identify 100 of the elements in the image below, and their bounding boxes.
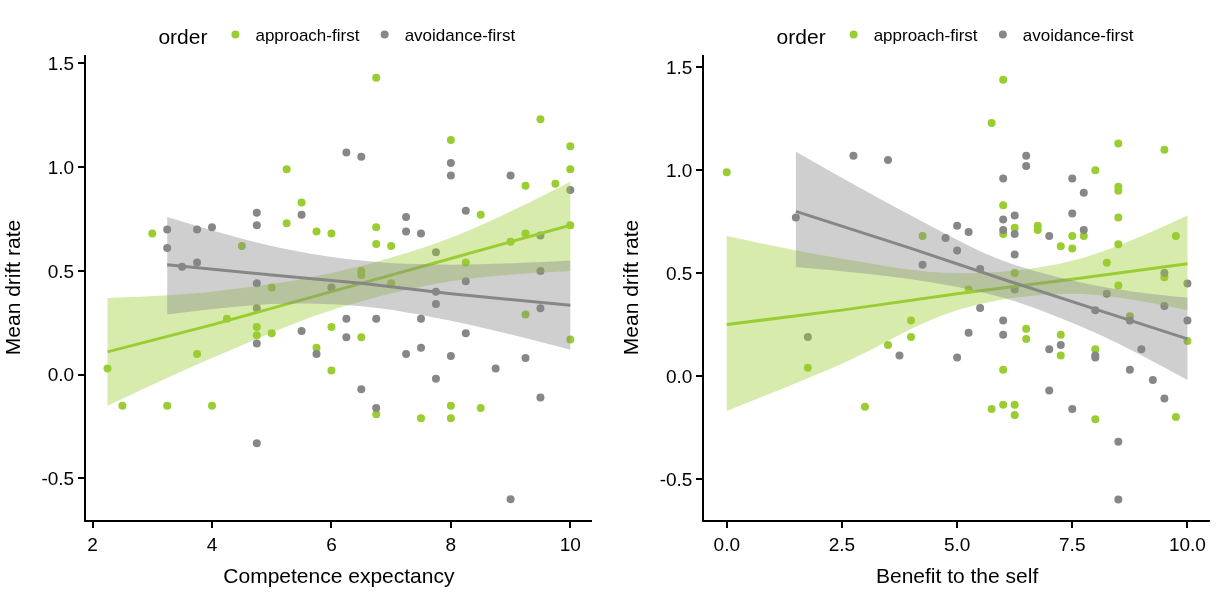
point — [999, 225, 1008, 234]
point — [446, 352, 455, 360]
point — [357, 385, 366, 394]
y-tick-label: 1.0 — [47, 156, 75, 178]
line-series — [725, 262, 1189, 327]
point — [521, 181, 530, 190]
point — [1171, 232, 1180, 241]
x-tick-label: 10.0 — [1168, 533, 1206, 555]
point — [976, 304, 985, 313]
point — [536, 393, 545, 402]
y-tick-label: -0.5 — [659, 468, 693, 490]
point — [252, 304, 261, 313]
point — [461, 258, 470, 267]
point — [791, 213, 800, 222]
point — [953, 246, 962, 255]
point — [193, 258, 202, 267]
x-axis-title: Competence expectancy — [223, 564, 455, 588]
point — [417, 229, 426, 238]
point — [461, 206, 470, 215]
point — [999, 400, 1008, 409]
point — [252, 322, 261, 331]
point — [267, 329, 276, 338]
legend-label: avoidance-first — [1022, 26, 1134, 46]
point — [342, 333, 351, 342]
point — [446, 401, 455, 410]
point — [446, 414, 455, 423]
point — [1068, 404, 1077, 413]
point — [999, 174, 1008, 183]
point — [402, 212, 411, 221]
point — [372, 223, 381, 232]
x-tick-label: 10 — [559, 533, 581, 555]
point — [1010, 230, 1019, 238]
x-tick-label: 8 — [445, 533, 457, 555]
point — [1160, 269, 1169, 278]
point — [297, 327, 306, 336]
point — [566, 165, 575, 174]
point — [999, 365, 1008, 374]
point — [267, 283, 276, 292]
point — [803, 363, 812, 372]
point — [491, 364, 500, 373]
point — [163, 401, 172, 410]
legend-label: approach-first — [873, 26, 978, 46]
point — [282, 219, 291, 228]
point — [193, 349, 202, 358]
point — [803, 332, 812, 341]
y-axis-title: Mean drift rate — [1, 219, 25, 356]
legend-title: order — [776, 25, 826, 49]
point — [417, 414, 426, 423]
point — [551, 179, 560, 188]
point — [193, 225, 202, 234]
legend-label: avoidance-first — [404, 26, 516, 46]
point — [1102, 289, 1111, 298]
point — [506, 171, 515, 180]
point — [907, 332, 916, 341]
point — [446, 136, 455, 145]
point — [506, 495, 515, 504]
x-tick-label: 5.0 — [943, 533, 971, 555]
point — [476, 403, 485, 412]
point — [1160, 394, 1169, 403]
point — [1137, 345, 1146, 354]
point — [372, 314, 381, 323]
point — [918, 232, 927, 241]
point — [327, 229, 336, 238]
point — [987, 404, 996, 413]
point — [999, 215, 1008, 224]
point — [1183, 279, 1192, 288]
y-tick-label: 1.0 — [665, 159, 693, 181]
point — [1160, 302, 1169, 311]
point — [860, 402, 869, 411]
point — [1091, 166, 1100, 175]
point — [521, 354, 530, 363]
point — [252, 221, 261, 230]
point — [953, 221, 962, 230]
point — [372, 403, 381, 412]
point — [312, 349, 321, 358]
y-tick-label: 0.5 — [665, 262, 693, 284]
point — [252, 331, 261, 340]
point — [1010, 411, 1019, 420]
point — [1010, 211, 1019, 220]
point — [1022, 334, 1031, 343]
point — [1010, 269, 1019, 278]
point — [252, 208, 261, 217]
point — [446, 158, 455, 167]
point — [1079, 188, 1088, 197]
point — [1160, 145, 1169, 154]
point — [1056, 242, 1065, 251]
point — [536, 304, 545, 313]
point — [431, 374, 440, 383]
point — [357, 152, 366, 161]
point — [1010, 400, 1019, 409]
x-tick-label: 6 — [326, 533, 337, 555]
point — [1091, 345, 1100, 354]
point — [1022, 151, 1031, 160]
point — [722, 168, 731, 177]
point — [999, 75, 1008, 84]
point — [895, 351, 904, 360]
point — [566, 142, 575, 151]
y-tick-label: 1.5 — [47, 52, 75, 74]
point — [1114, 437, 1123, 446]
point — [342, 148, 351, 157]
